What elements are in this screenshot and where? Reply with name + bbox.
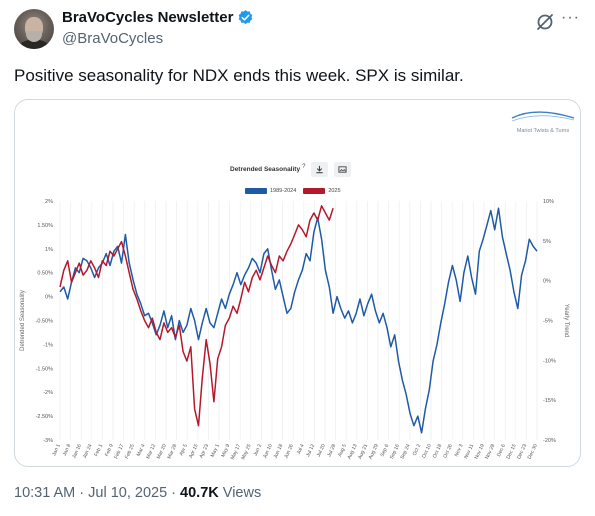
x-tick-label: Jun 26 [283,443,295,459]
chart-image[interactable]: Mariot Twists & Turns Detrended Seasonal… [14,99,581,467]
y2-tick-label: -20% [543,438,556,444]
y-tick-label: 1.50% [37,223,53,229]
x-tick-label: Oct 10 [421,443,433,459]
y-axis-label: Detrended Seasonality [20,290,26,351]
author-row: BraVoCycles Newsletter [62,9,254,26]
x-tick-label: Mar 4 [136,443,147,457]
x-tick-label: Aug 29 [368,443,380,460]
x-tick-label: Jul 4 [296,443,306,455]
x-tick-label: Oct 18 [432,443,444,459]
x-tick-label: Jan 1 [51,443,62,457]
download-button[interactable] [311,162,329,177]
view-count: 40.7K [180,485,219,501]
y2-tick-label: 5% [543,239,551,245]
x-tick-label: May 9 [220,443,231,458]
y2-tick-label: -15% [543,398,556,404]
y2-tick-label: -5% [543,319,553,325]
series-line-2025 [59,205,334,427]
x-tick-label: Feb 1 [93,443,104,457]
x-tick-label: Nov 28 [484,443,496,460]
y-tick-label: 1% [45,247,53,253]
timestamp[interactable]: 10:31 AM · Jul 10, 2025 [14,485,168,501]
info-icon[interactable]: ? [302,163,306,170]
x-tick-label: Aug 5 [337,443,348,458]
y2-tick-label: -10% [543,358,556,364]
download-icon [316,165,324,174]
chart-header: Detrended Seasonality ? [230,162,352,177]
avatar-shoulders [16,40,52,49]
grok-icon[interactable] [535,12,555,32]
y-tick-label: 0% [45,295,53,301]
post-meta: 10:31 AM · Jul 10, 2025 · 40.7K Views [14,485,261,501]
x-tick-label: Jun 10 [262,443,274,459]
chart-legend: 1989-2024 2025 [245,188,341,194]
x-tick-label: Apr 15 [188,443,200,459]
x-tick-label: Jun 2 [253,443,264,457]
y-tick-label: -1.50% [36,366,54,372]
more-icon[interactable]: ··· [561,9,580,26]
legend-label-2025: 2025 [328,188,341,194]
wave-logo [511,111,575,122]
y-tick-label: 2% [45,199,53,205]
x-tick-label: Mar 28 [166,443,178,460]
y-tick-label: -2.50% [36,414,54,420]
y2-tick-label: 10% [543,199,554,205]
x-tick-label: Jan 16 [71,443,83,459]
image-button[interactable] [334,162,352,177]
x-tick-label: Sep 6 [379,443,390,458]
views-label: Views [218,485,262,501]
display-name[interactable]: BraVoCycles Newsletter [62,9,234,26]
x-tick-label: Jul 20 [316,443,327,458]
avatar[interactable] [14,9,54,49]
x-tick-label: Dec 30 [527,443,539,460]
avatar-beard [26,31,42,42]
x-tick-label: Jan 8 [62,443,73,457]
legend-label-1989-2024: 1989-2024 [270,188,297,194]
x-tick-label: Feb 9 [104,443,115,457]
y-tick-label: -0.50% [36,319,54,325]
post-text: Positive seasonality for NDX ends this w… [14,66,464,85]
handle[interactable]: @BraVoCycles [62,30,164,47]
x-tick-label: Sep 24 [399,443,411,460]
series-line-1989-2024 [59,207,538,434]
brand-name: Mariot Twists & Turns [516,128,570,134]
y2-axis-label: Yearly Trend [563,304,569,337]
chart-title: Detrended Seasonality [230,166,301,173]
legend-swatch-1989-2024[interactable] [245,188,267,194]
x-tick-label: May 25 [240,443,252,461]
x-tick-label: Nov 3 [454,443,465,458]
x-tick-label: Dec 6 [496,443,507,458]
y2-tick-label: 0% [543,279,551,285]
y-tick-label: -2% [43,390,53,396]
x-tick-label: Jun 18 [273,443,285,459]
x-tick-label: Jan 24 [82,443,94,459]
x-tick-label: Jul 28 [326,443,337,458]
y-tick-label: -3% [43,438,53,444]
x-tick-label: Apr 5 [179,443,190,457]
image-icon [338,166,347,173]
x-tick-label: Feb 25 [124,443,136,460]
y-tick-label: -1% [43,342,53,348]
x-tick-label: Jul 12 [305,443,316,458]
x-tick-label: Oct 26 [442,443,454,459]
y-tick-label: 0.50% [37,271,53,277]
verified-badge-icon [239,10,253,25]
x-tick-label: Oct 2 [412,443,423,457]
x-tick-label: May 1 [210,443,221,458]
legend-swatch-2025[interactable] [303,188,326,194]
meta-separator: · [167,485,181,501]
x-tick-label: Apr 23 [199,443,211,459]
